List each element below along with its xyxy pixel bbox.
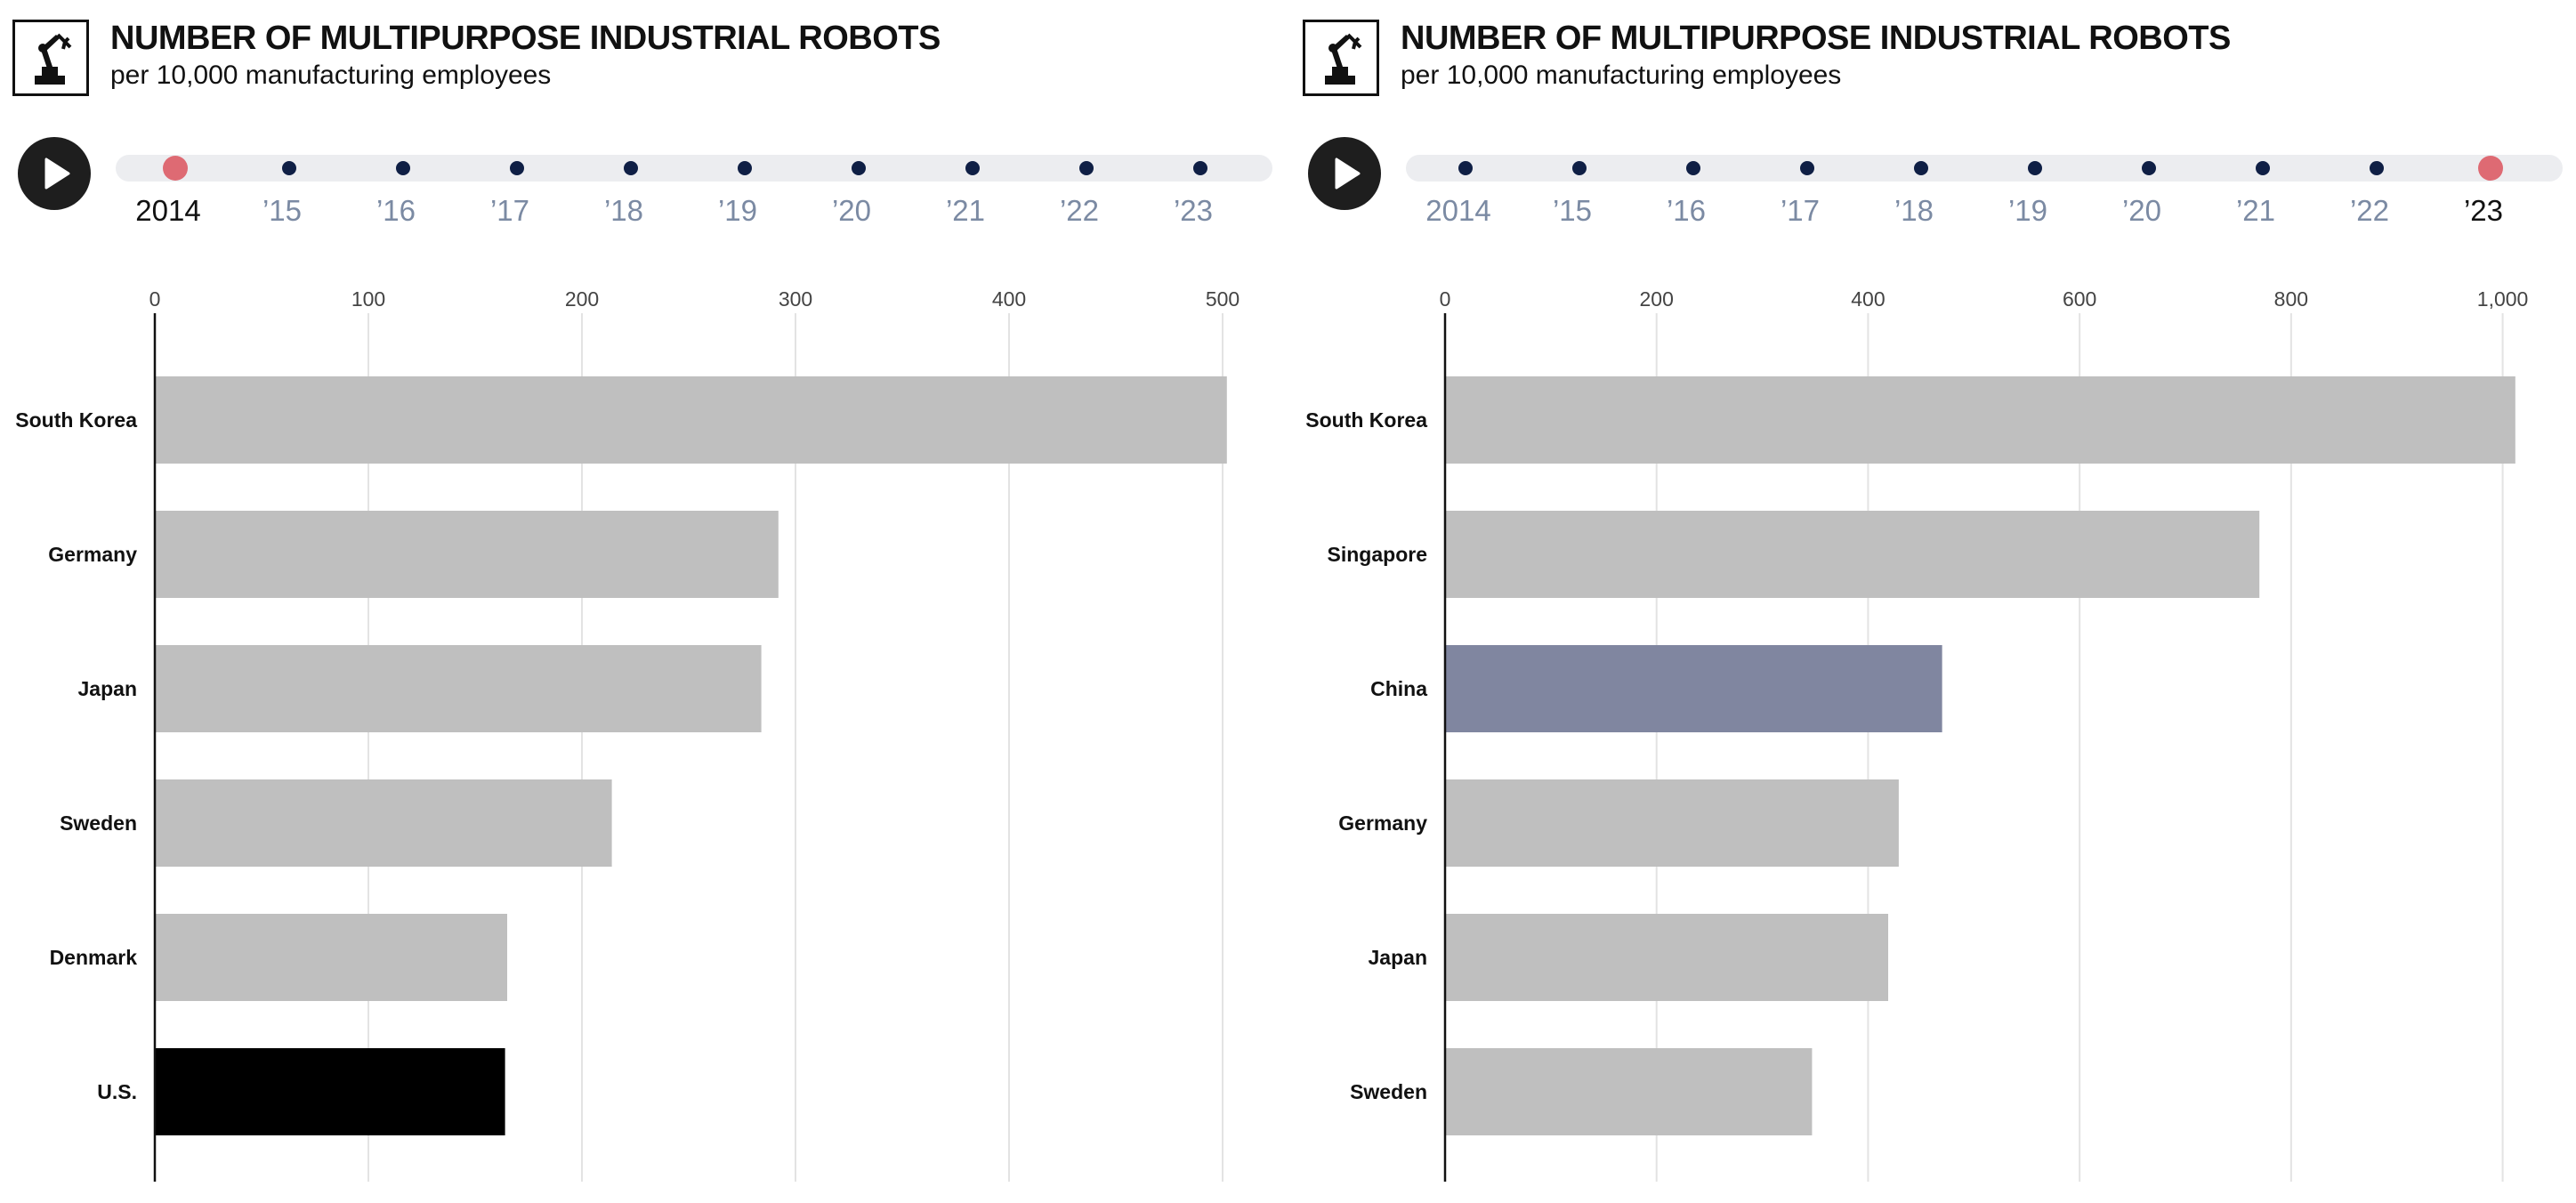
timeline-year-label[interactable]: 2014 bbox=[135, 194, 201, 227]
x-tick-label: 300 bbox=[779, 287, 812, 311]
timeline-dot-9[interactable] bbox=[1193, 161, 1207, 175]
bar-chart: 0 100 200 300 400 500 South Korea Germany Japan S… bbox=[15, 287, 1240, 1182]
play-icon bbox=[1335, 157, 1361, 190]
timeline-year-label[interactable]: ’20 bbox=[2121, 194, 2162, 227]
timeline-dot-3[interactable] bbox=[510, 161, 524, 175]
timeline-year-label[interactable]: ’18 bbox=[1894, 194, 1934, 227]
x-tick-label: 200 bbox=[1640, 287, 1674, 311]
bar-south-korea bbox=[1445, 376, 2515, 464]
bar-sweden bbox=[155, 779, 612, 867]
timeline-year-label[interactable]: ’19 bbox=[2007, 194, 2048, 227]
bar-chart: 0 200 400 600 800 1,000 South Korea Singapore Ch… bbox=[1305, 287, 2529, 1182]
timeline-dot-0[interactable] bbox=[163, 156, 188, 181]
timeline-dot-0[interactable] bbox=[1458, 161, 1473, 175]
x-tick-label: 500 bbox=[1206, 287, 1240, 311]
play-button[interactable] bbox=[18, 137, 91, 210]
chart-title: NUMBER OF MULTIPURPOSE INDUSTRIAL ROBOTS bbox=[110, 20, 941, 57]
x-tick-label: 800 bbox=[2274, 287, 2308, 311]
x-tick-label: 100 bbox=[351, 287, 385, 311]
category-label: Germany bbox=[48, 543, 137, 566]
timeline-dot-7[interactable] bbox=[2256, 161, 2270, 175]
timeline-year-label[interactable]: ’17 bbox=[489, 194, 530, 227]
timeline-year-label[interactable]: ’17 bbox=[1780, 194, 1821, 227]
bar-denmark bbox=[155, 914, 507, 1001]
timeline-dot-6[interactable] bbox=[852, 161, 866, 175]
timeline-dot-4[interactable] bbox=[624, 161, 638, 175]
category-label: South Korea bbox=[15, 408, 137, 432]
x-tick-label: 400 bbox=[992, 287, 1026, 311]
timeline-year-label[interactable]: ’23 bbox=[1173, 194, 1214, 227]
category-label: Japan bbox=[78, 677, 137, 700]
timeline-year-label[interactable]: ’18 bbox=[603, 194, 644, 227]
timeline-year-label[interactable]: ’15 bbox=[1552, 194, 1593, 227]
bar-germany bbox=[1445, 779, 1899, 867]
category-label: U.S. bbox=[97, 1080, 137, 1103]
timeline-year-label[interactable]: ’16 bbox=[375, 194, 416, 227]
timeline-dot-3[interactable] bbox=[1800, 161, 1814, 175]
timeline-year-label[interactable]: ’19 bbox=[717, 194, 758, 227]
timeline-year-label[interactable]: ’20 bbox=[831, 194, 872, 227]
chart-panel-2023: NUMBER OF MULTIPURPOSE INDUSTRIAL ROBOTS… bbox=[1296, 0, 2568, 1203]
bar-singapore bbox=[1445, 511, 2260, 598]
category-label: Denmark bbox=[50, 946, 138, 969]
category-label: China bbox=[1370, 677, 1427, 700]
timeline-dot-4[interactable] bbox=[1914, 161, 1928, 175]
x-tick-label: 0 bbox=[149, 287, 161, 311]
timeline-year-label[interactable]: ’21 bbox=[945, 194, 986, 227]
x-tick-label: 200 bbox=[565, 287, 599, 311]
timeline-year-label[interactable]: ’16 bbox=[1666, 194, 1707, 227]
timeline-dot-8[interactable] bbox=[2370, 161, 2384, 175]
timeline-dot-1[interactable] bbox=[282, 161, 296, 175]
timeline-dot-5[interactable] bbox=[2028, 161, 2042, 175]
play-button[interactable] bbox=[1308, 137, 1381, 210]
category-label: Singapore bbox=[1328, 543, 1427, 566]
timeline-dot-6[interactable] bbox=[2142, 161, 2156, 175]
bar-japan bbox=[1445, 914, 1889, 1001]
bar-sweden bbox=[1445, 1048, 1813, 1135]
timeline-year-label[interactable]: ’22 bbox=[2349, 194, 2390, 227]
chart-subtitle: per 10,000 manufacturing employees bbox=[1401, 61, 1842, 90]
timeline-year-label[interactable]: ’22 bbox=[1059, 194, 1100, 227]
timeline-dot-9[interactable] bbox=[2478, 156, 2503, 181]
category-label: South Korea bbox=[1305, 408, 1427, 432]
timeline-year-label[interactable]: ’15 bbox=[262, 194, 303, 227]
timeline-dot-7[interactable] bbox=[965, 161, 980, 175]
timeline-year-label[interactable]: ’23 bbox=[2463, 194, 2504, 227]
timeline-dot-8[interactable] bbox=[1079, 161, 1094, 175]
category-label: Germany bbox=[1338, 811, 1427, 835]
category-label: Sweden bbox=[60, 811, 137, 835]
chart-title: NUMBER OF MULTIPURPOSE INDUSTRIAL ROBOTS bbox=[1401, 20, 2231, 57]
play-icon bbox=[44, 157, 70, 190]
robot-arm-icon bbox=[1303, 20, 1379, 96]
chart-subtitle: per 10,000 manufacturing employees bbox=[110, 61, 552, 90]
bar-china bbox=[1445, 645, 1942, 732]
timeline-year-label[interactable]: 2014 bbox=[1425, 194, 1491, 227]
chart-panel-2014: NUMBER OF MULTIPURPOSE INDUSTRIAL ROBOTS… bbox=[5, 0, 1278, 1203]
category-label: Japan bbox=[1369, 946, 1427, 969]
x-tick-label: 0 bbox=[1440, 287, 1451, 311]
x-tick-label: 600 bbox=[2063, 287, 2096, 311]
timeline-dot-1[interactable] bbox=[1572, 161, 1587, 175]
timeline-year-label[interactable]: ’21 bbox=[2235, 194, 2276, 227]
timeline-dot-5[interactable] bbox=[738, 161, 752, 175]
bar-u-s bbox=[155, 1048, 505, 1135]
robot-arm-icon bbox=[12, 20, 89, 96]
x-tick-label: 1,000 bbox=[2477, 287, 2529, 311]
category-label: Sweden bbox=[1350, 1080, 1427, 1103]
bar-south-korea bbox=[155, 376, 1227, 464]
timeline-dot-2[interactable] bbox=[396, 161, 410, 175]
bar-germany bbox=[155, 511, 779, 598]
bar-japan bbox=[155, 645, 762, 732]
x-tick-label: 400 bbox=[1851, 287, 1885, 311]
timeline-dot-2[interactable] bbox=[1686, 161, 1700, 175]
